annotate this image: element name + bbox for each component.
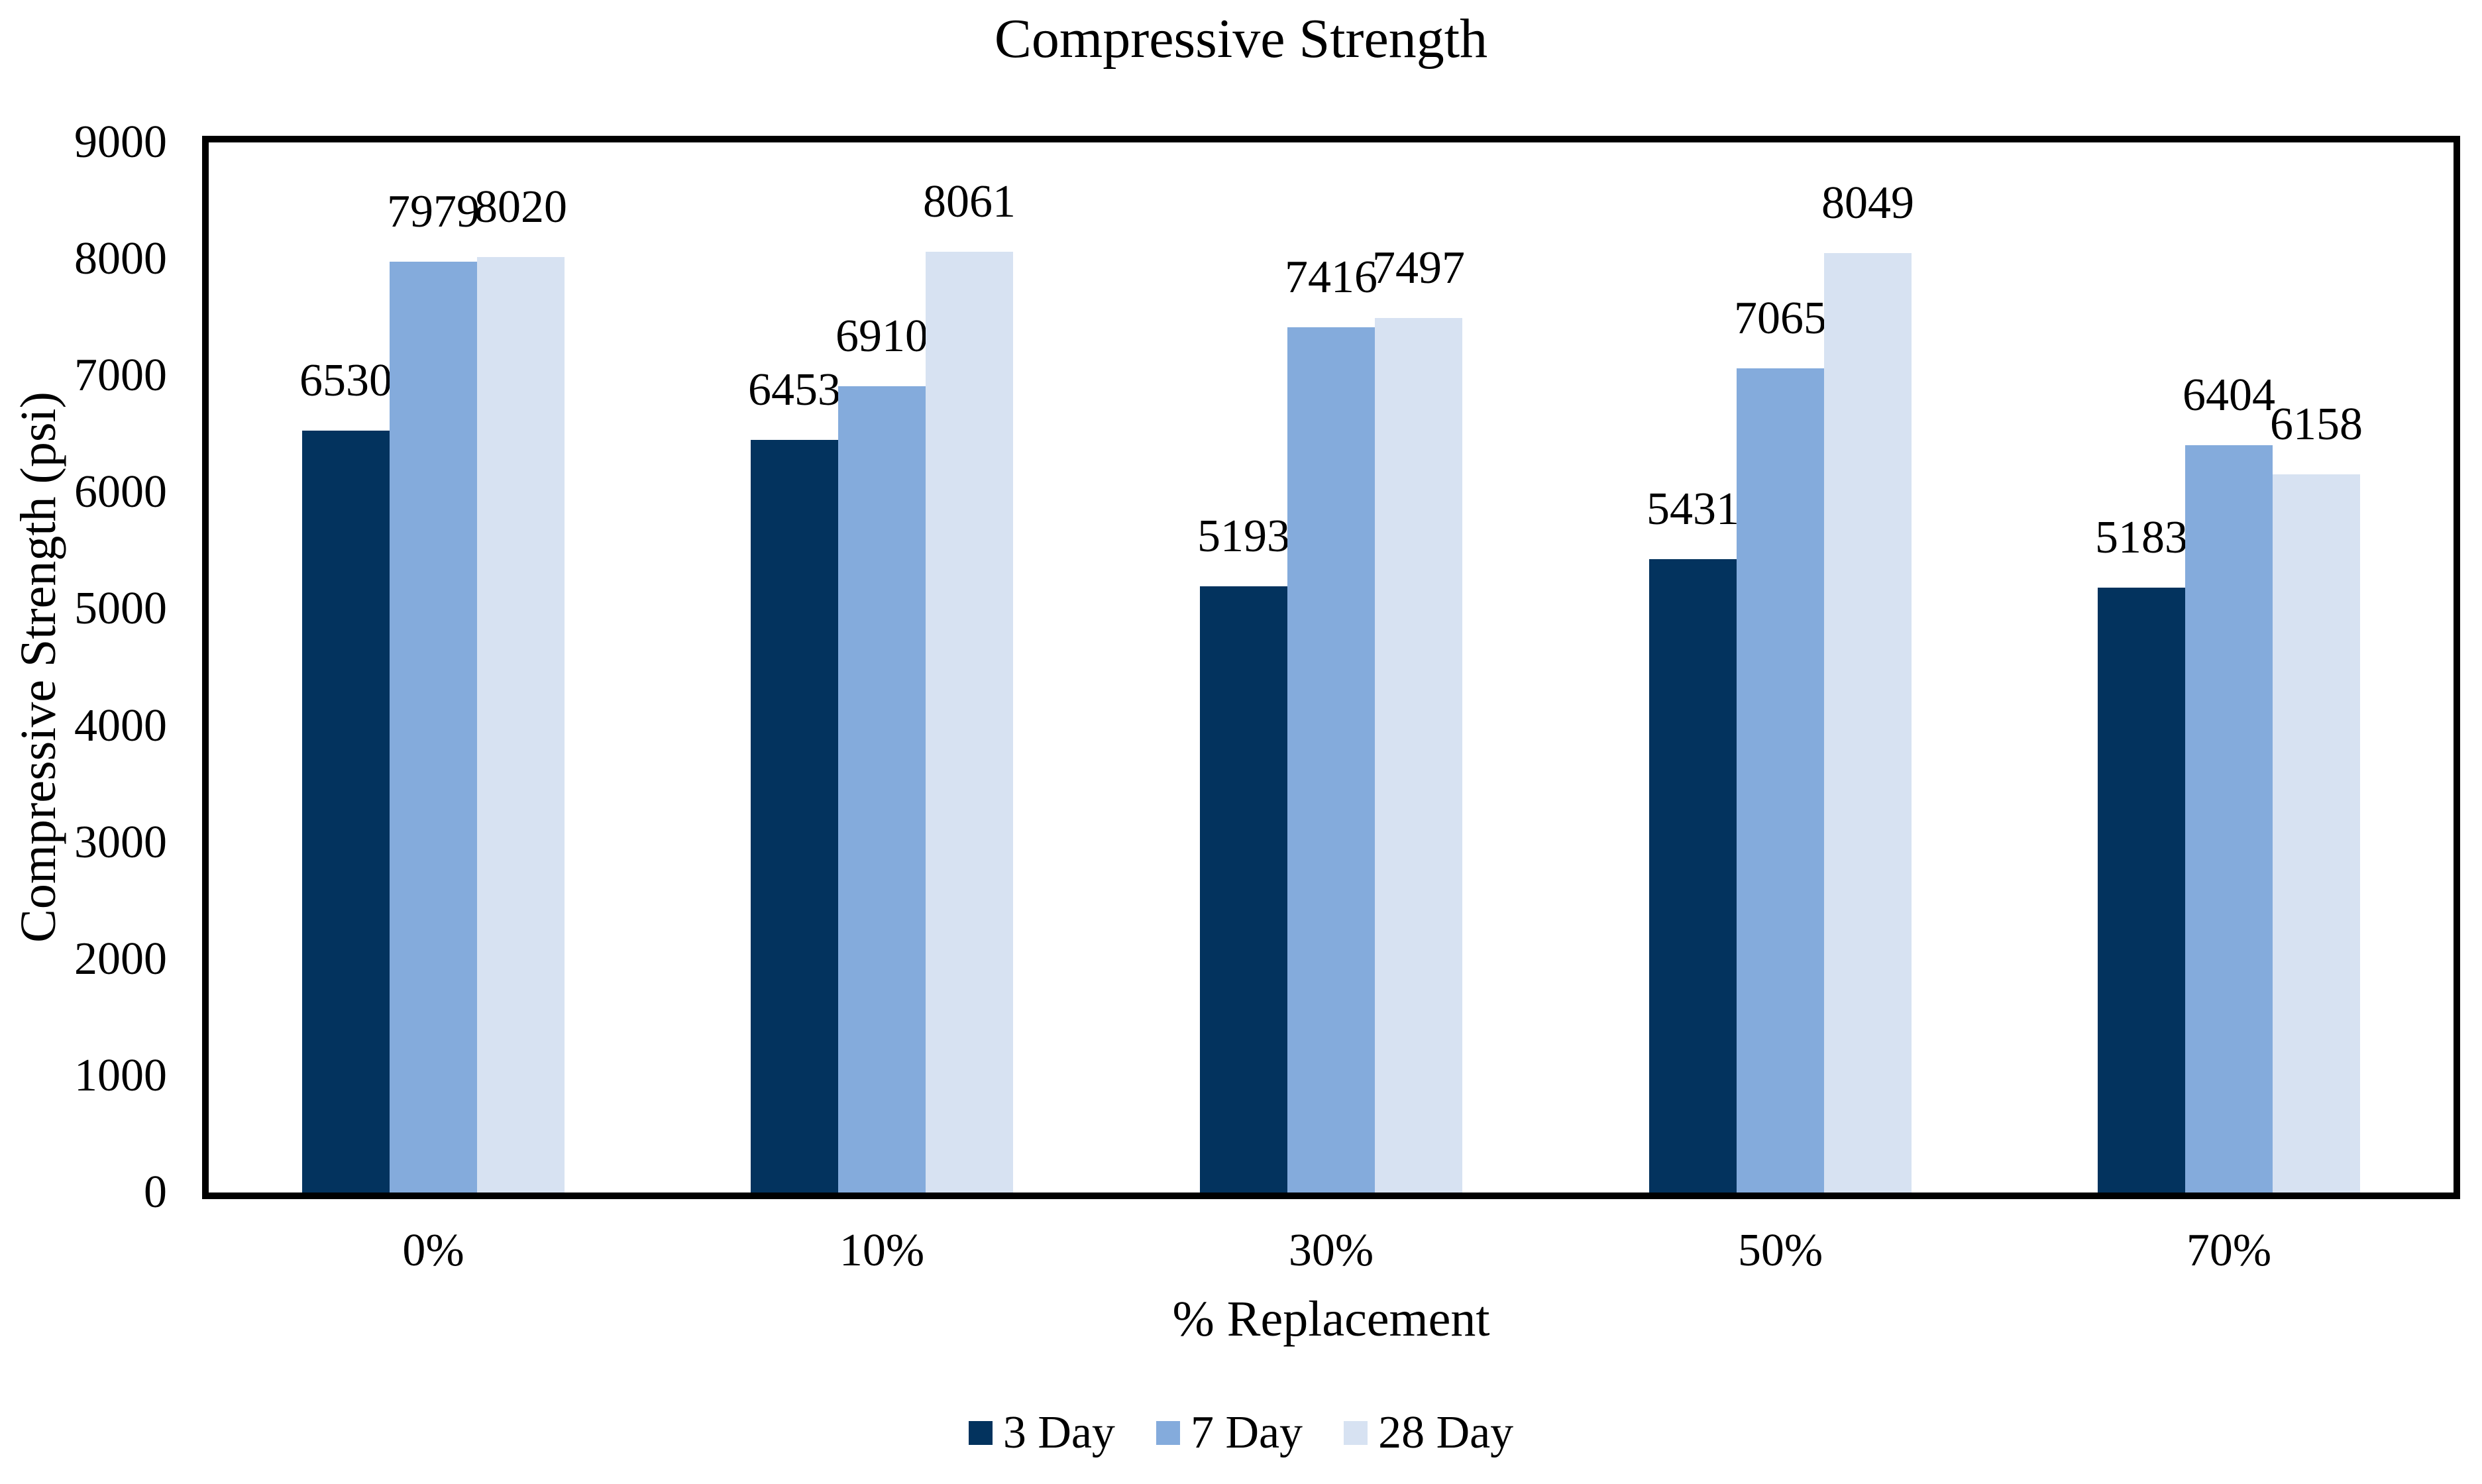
y-axis-tick-label-0: 0 bbox=[144, 1167, 167, 1218]
legend-marker-3-day-icon bbox=[968, 1421, 993, 1445]
bar-7-day-70 bbox=[2185, 445, 2273, 1192]
chart-title: Compressive Strength bbox=[994, 8, 1488, 70]
data-label-7-day-30: 7416 bbox=[1285, 252, 1377, 303]
x-axis-tick-label-10: 10% bbox=[839, 1225, 925, 1276]
legend-item-3-day: 3 Day bbox=[968, 1407, 1115, 1458]
legend-marker-28-day-icon bbox=[1344, 1421, 1368, 1445]
data-label-3-day-30: 5193 bbox=[1197, 511, 1290, 562]
x-axis-title: % Replacement bbox=[1172, 1291, 1490, 1347]
legend-label-3-day: 3 Day bbox=[1002, 1407, 1115, 1458]
bar-3-day-0 bbox=[302, 431, 390, 1192]
data-label-7-day-50: 7065 bbox=[1734, 293, 1827, 344]
x-axis-tick-label-30: 30% bbox=[1288, 1225, 1374, 1276]
bar-3-day-70 bbox=[2098, 588, 2185, 1192]
bar-28-day-70 bbox=[2273, 474, 2360, 1192]
y-axis-tick-label-2000: 2000 bbox=[74, 933, 167, 984]
data-label-28-day-70: 6158 bbox=[2270, 399, 2363, 450]
y-axis-tick-label-3000: 3000 bbox=[74, 817, 167, 868]
y-axis-tick-label-6000: 6000 bbox=[74, 466, 167, 517]
data-label-3-day-70: 5183 bbox=[2095, 512, 2188, 563]
legend-label-28-day: 28 Day bbox=[1378, 1407, 1514, 1458]
data-label-3-day-10: 6453 bbox=[748, 364, 841, 415]
bar-28-day-10 bbox=[926, 252, 1013, 1192]
data-label-3-day-0: 6530 bbox=[299, 355, 392, 406]
data-label-7-day-0: 7979 bbox=[387, 186, 480, 237]
y-axis-tick-label-5000: 5000 bbox=[74, 583, 167, 634]
legend: 3 Day 7 Day 28 Day bbox=[0, 1410, 2482, 1456]
bar-28-day-50 bbox=[1824, 253, 1912, 1192]
y-axis-tick-label-4000: 4000 bbox=[74, 700, 167, 751]
y-axis-tick-label-1000: 1000 bbox=[74, 1050, 167, 1101]
data-label-7-day-70: 6404 bbox=[2183, 370, 2275, 421]
bar-28-day-30 bbox=[1375, 318, 1462, 1192]
x-axis-tick-label-50: 50% bbox=[1737, 1225, 1823, 1276]
plot-inner-area: 6530 7979 8020 6453 6910 8061 5193 7416 7497 5431… bbox=[209, 142, 2454, 1192]
legend-label-7-day: 7 Day bbox=[1190, 1407, 1303, 1458]
y-axis-tick-label-8000: 8000 bbox=[74, 233, 167, 284]
x-axis-tick-label-0: 0% bbox=[402, 1225, 464, 1276]
data-label-28-day-50: 8049 bbox=[1821, 178, 1914, 229]
bar-3-day-30 bbox=[1200, 586, 1287, 1192]
plot-area: 6530 7979 8020 6453 6910 8061 5193 7416 7497 5431… bbox=[202, 136, 2460, 1199]
data-label-28-day-10: 8061 bbox=[923, 176, 1016, 227]
bar-7-day-0 bbox=[390, 262, 477, 1192]
x-axis-tick-label-70: 70% bbox=[2186, 1225, 2272, 1276]
y-axis-tick-label-7000: 7000 bbox=[74, 350, 167, 401]
bar-3-day-10 bbox=[751, 440, 838, 1192]
bar-28-day-0 bbox=[477, 257, 565, 1192]
bar-7-day-30 bbox=[1287, 327, 1375, 1192]
legend-marker-7-day-icon bbox=[1156, 1421, 1180, 1445]
bar-3-day-50 bbox=[1649, 559, 1737, 1192]
bar-7-day-50 bbox=[1737, 368, 1824, 1192]
data-label-28-day-30: 7497 bbox=[1372, 242, 1465, 293]
legend-item-28-day: 28 Day bbox=[1344, 1410, 1513, 1456]
bar-7-day-10 bbox=[838, 386, 926, 1192]
data-label-28-day-0: 8020 bbox=[474, 182, 567, 233]
data-label-3-day-50: 5431 bbox=[1646, 484, 1739, 535]
data-label-7-day-10: 6910 bbox=[836, 311, 928, 362]
y-axis-tick-label-9000: 9000 bbox=[74, 117, 167, 168]
legend-item-7-day: 7 Day bbox=[1156, 1410, 1303, 1456]
